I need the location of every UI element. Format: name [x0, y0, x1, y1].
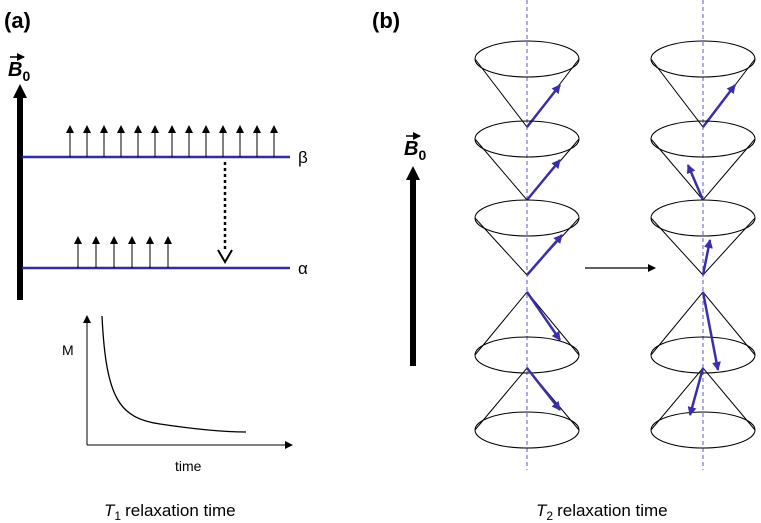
spin-vector — [526, 159, 561, 201]
caption-text: relaxation time — [557, 501, 668, 520]
panel-label: (a) — [4, 8, 31, 33]
field-subscript: 0 — [22, 68, 30, 84]
caption: T1 relaxation time — [104, 501, 236, 523]
spin-vector — [687, 367, 705, 416]
level-label: α — [298, 259, 308, 278]
spin-vector — [526, 84, 561, 128]
level-label: β — [298, 148, 308, 167]
spin-vector — [526, 234, 563, 276]
caption-symbol: T — [536, 501, 548, 520]
spin-vector — [702, 84, 736, 128]
spin-vector — [525, 291, 562, 341]
caption-subscript: 1 — [114, 509, 121, 523]
field-symbol: B — [8, 59, 22, 81]
caption-symbol: T — [104, 501, 116, 520]
caption-text: relaxation time — [125, 501, 236, 520]
spin-vector — [701, 239, 713, 276]
decay-curve — [101, 315, 247, 433]
axis-label: time — [175, 458, 202, 474]
transition-arrowhead — [217, 249, 233, 264]
spin-vector — [526, 367, 561, 411]
field-label: B0 — [404, 138, 426, 163]
panel-label: (b) — [372, 8, 400, 33]
spin-vector — [686, 164, 705, 201]
spins — [66, 125, 278, 268]
caption-subscript: 2 — [546, 509, 553, 523]
field-label: B0 — [8, 59, 30, 84]
axis-label: M — [62, 342, 74, 358]
caption: T2 relaxation time — [536, 501, 668, 523]
field-symbol: B — [404, 138, 418, 160]
spin-vector — [701, 291, 721, 371]
field-subscript: 0 — [418, 147, 426, 163]
cones — [474, 40, 756, 449]
